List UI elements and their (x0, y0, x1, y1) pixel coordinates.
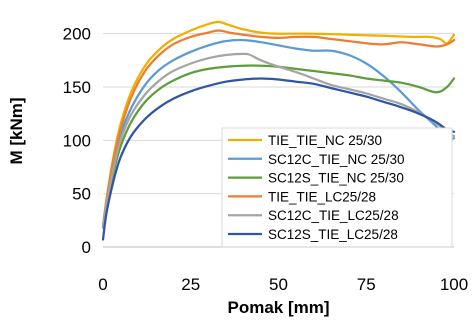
x-tick-labels: 0 25 50 75 100 (98, 275, 468, 294)
y-tick-labels: 0 50 100 150 200 (63, 25, 91, 257)
legend-label: SC12S_TIE_LC25/28 (268, 227, 398, 242)
x-tick-label: 50 (269, 275, 288, 294)
x-tick-label: 25 (181, 275, 200, 294)
series-line-1 (101, 20, 456, 229)
y-tick-label: 50 (72, 185, 91, 204)
legend-label: SC12S_TIE_NC 25/30 (268, 171, 404, 186)
series-line-3 (101, 64, 456, 229)
x-tick-label: 100 (440, 275, 468, 294)
y-tick-label: 150 (63, 78, 91, 97)
legend-label: TIE_TIE_LC25/28 (268, 189, 376, 204)
x-axis-title: Pomak [mm] (227, 298, 329, 317)
y-tick-label: 200 (63, 25, 91, 44)
y-tick-label: 0 (82, 238, 91, 257)
series-line-2 (101, 38, 456, 227)
legend-label: SC12C_TIE_NC 25/30 (268, 152, 405, 167)
series-lines (101, 20, 456, 241)
x-tick-label: 75 (357, 275, 376, 294)
series-line-4 (101, 29, 456, 227)
series-line-5 (101, 52, 456, 229)
series-line-6 (101, 77, 456, 241)
x-tick-label: 0 (98, 275, 107, 294)
legend-label: TIE_TIE_NC 25/30 (268, 133, 382, 148)
legend: TIE_TIE_NC 25/30 SC12C_TIE_NC 25/30 SC12S_… (221, 127, 453, 248)
legend-box (221, 127, 453, 248)
y-axis-title: M [kNm] (7, 97, 26, 164)
legend-label: SC12C_TIE_LC25/28 (268, 208, 399, 223)
y-tick-label: 100 (63, 131, 91, 150)
